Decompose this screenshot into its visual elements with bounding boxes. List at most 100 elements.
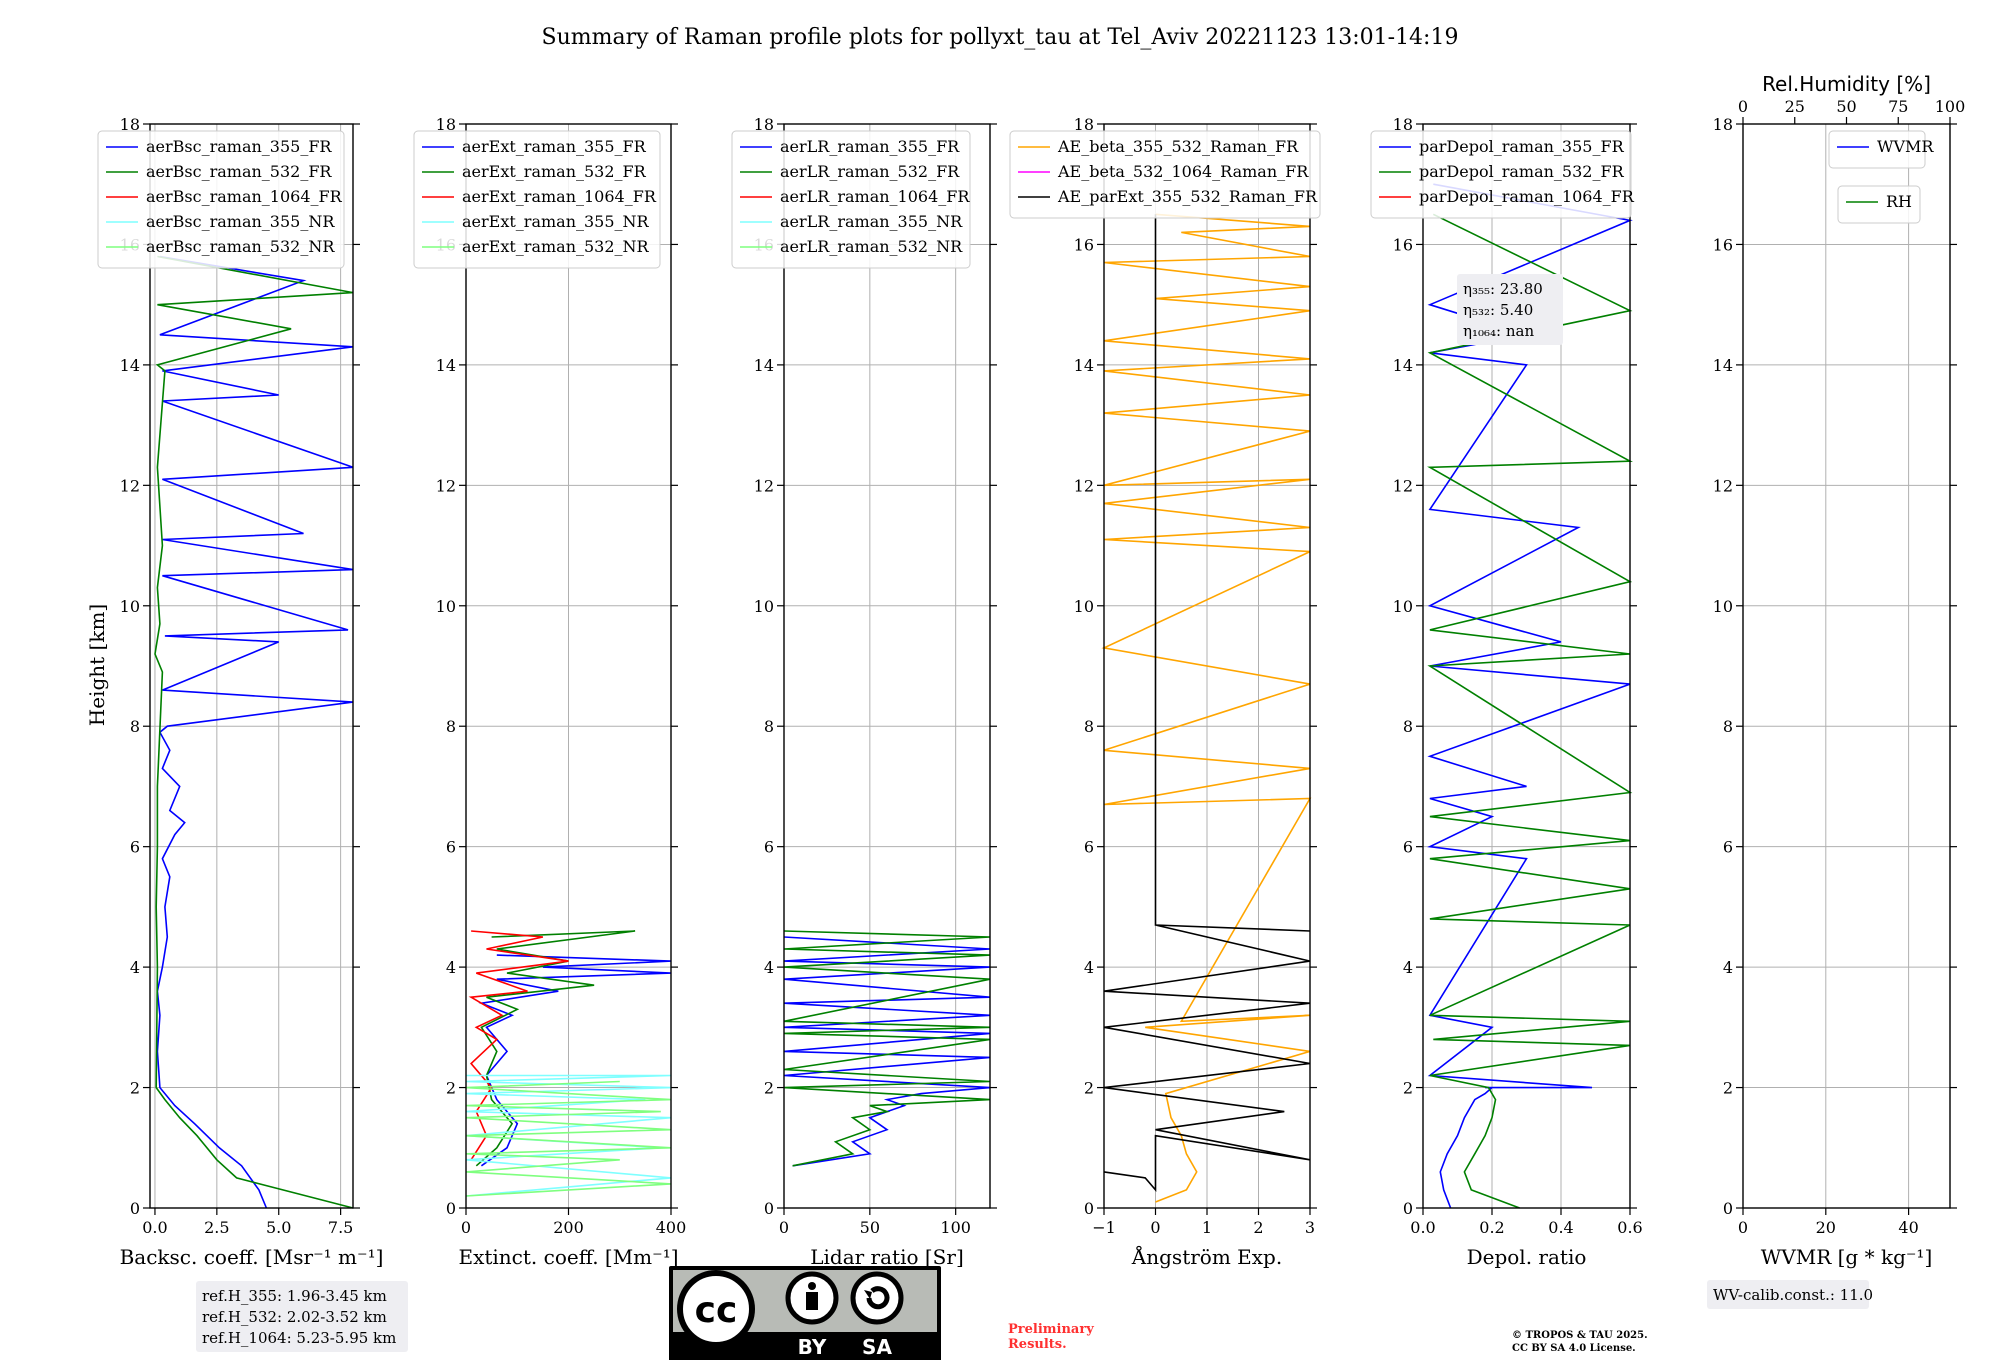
x-tick-label: 0.4 xyxy=(1548,1218,1573,1237)
y-tick-label: 6 xyxy=(1084,838,1094,857)
y-tick-label: 8 xyxy=(1403,717,1413,736)
legend-entry: aerExt_raman_355_FR xyxy=(462,137,647,156)
panel-2: 0200400024681012141618Extinct. coeff. [M… xyxy=(413,115,687,1269)
annotation-box: ref.H_355: 1.96-3.45 km ref.H_532: 2.02-3… xyxy=(196,1281,408,1352)
x-tick-label: 2.5 xyxy=(204,1218,229,1237)
y-tick-label: 2 xyxy=(130,1079,140,1098)
legend-entry: aerBsc_raman_1064_FR xyxy=(146,187,343,206)
legend-entry: aerLR_raman_532_FR xyxy=(780,162,960,181)
legend-entry: aerBsc_raman_532_NR xyxy=(146,237,335,256)
cc-logo-icon xyxy=(677,1270,755,1348)
preliminary-note-line1: Preliminary xyxy=(1008,1322,1094,1337)
legend: aerLR_raman_355_FR aerLR_raman_532_FR aerL… xyxy=(731,130,971,269)
y-tick-label: 12 xyxy=(1074,476,1094,495)
y-tick-label: 18 xyxy=(120,115,140,134)
legend-entry: aerExt_raman_532_NR xyxy=(462,237,650,256)
series-line-aerExt_raman_532_NR xyxy=(465,1080,672,1197)
series-line-parDepol_raman_532_FR xyxy=(1427,213,1633,1209)
panels: 0.02.55.07.5024681012141618Backsc. coeff… xyxy=(97,72,1965,1352)
x-tick-label: 1 xyxy=(1202,1218,1212,1237)
cc-logo-text: cc xyxy=(695,1290,738,1331)
legend-box xyxy=(413,130,661,269)
legend-entry: aerLR_raman_532_NR xyxy=(780,237,963,256)
y-tick-label: 10 xyxy=(1074,597,1094,616)
x-tick-label: −1 xyxy=(1092,1218,1116,1237)
y-tick-label: 0 xyxy=(764,1199,774,1218)
top-x-tick-label: 75 xyxy=(1888,97,1908,116)
y-tick-label: 18 xyxy=(436,115,456,134)
x-axis-label: Lidar ratio [Sr] xyxy=(810,1245,964,1269)
legend-box xyxy=(1828,130,1926,169)
x-tick-label: 100 xyxy=(940,1218,971,1237)
annotation-line: WV-calib.const.: 11.0 xyxy=(1713,1286,1873,1304)
series-line-aerBsc_raman_532_FR xyxy=(154,255,354,1209)
y-tick-label: 8 xyxy=(1723,717,1733,736)
copyright-line2: CC BY SA 4.0 License. xyxy=(1512,1343,1636,1354)
legend-box xyxy=(1009,130,1321,219)
y-tick-label: 0 xyxy=(446,1199,456,1218)
annotation-box: η₃₅₅: 23.80 η₅₃₂: 5.40 η₁₀₆₄: nan xyxy=(1457,274,1563,345)
annotation-line: η₅₃₂: 5.40 xyxy=(1463,301,1533,319)
x-tick-label: 40 xyxy=(1898,1218,1918,1237)
x-tick-label: 400 xyxy=(656,1218,687,1237)
annotation-bg xyxy=(1457,274,1563,345)
x-tick-label: 0 xyxy=(1738,1218,1748,1237)
y-tick-label: 2 xyxy=(1723,1079,1733,1098)
x-tick-label: 0 xyxy=(1150,1218,1160,1237)
legend-entry: aerExt_raman_532_FR xyxy=(462,162,647,181)
series-line-aerBsc_raman_355_FR xyxy=(156,255,354,1209)
y-tick-label: 16 xyxy=(1393,235,1413,254)
y-tick-label: 14 xyxy=(436,356,456,375)
legend-entry: WVMR xyxy=(1877,137,1934,156)
y-tick-label: 14 xyxy=(754,356,774,375)
y-tick-label: 4 xyxy=(1084,958,1094,977)
y-tick-label: 2 xyxy=(1403,1079,1413,1098)
y-tick-label: 6 xyxy=(1403,838,1413,857)
y-tick-label: 4 xyxy=(1723,958,1733,977)
plot-frame xyxy=(465,123,672,1209)
legend-entry: aerBsc_raman_355_FR xyxy=(146,137,332,156)
annotation-bg xyxy=(1707,1280,1869,1309)
y-tick-label: 16 xyxy=(1713,235,1733,254)
y-tick-label: 14 xyxy=(1393,356,1413,375)
y-tick-label: 12 xyxy=(1393,476,1413,495)
x-tick-label: 50 xyxy=(860,1218,880,1237)
legend-entry: aerLR_raman_1064_FR xyxy=(780,187,970,206)
panel-6: 0 20 40 0 2 4 6 8 10 12 14 16 18 WVMR [g * kg⁻¹] 0 25 50… xyxy=(1707,72,1965,1309)
y-tick-label: 6 xyxy=(764,838,774,857)
x-tick-label: 0.0 xyxy=(1410,1218,1435,1237)
x-tick-label: 20 xyxy=(1816,1218,1836,1237)
y-tick-label: 8 xyxy=(764,717,774,736)
x-tick-label: 0.2 xyxy=(1479,1218,1504,1237)
legend-box xyxy=(1837,185,1921,224)
y-tick-label: 0 xyxy=(1084,1199,1094,1218)
y-tick-label: 10 xyxy=(436,597,456,616)
y-tick-label: 2 xyxy=(1084,1079,1094,1098)
y-tick-label: 18 xyxy=(1393,115,1413,134)
y-tick-label: 4 xyxy=(130,958,140,977)
legend-entry: parDepol_raman_532_FR xyxy=(1419,162,1625,181)
panel-3: 050100024681012141618Lidar ratio [Sr]aer… xyxy=(731,115,997,1269)
x-tick-label: 3 xyxy=(1305,1218,1315,1237)
top-x-tick-label: 25 xyxy=(1785,97,1805,116)
legend-entry: parDepol_raman_1064_FR xyxy=(1419,187,1635,206)
y-tick-label: 8 xyxy=(1084,717,1094,736)
y-tick-label: 14 xyxy=(120,356,140,375)
legend-entry: aerExt_raman_355_NR xyxy=(462,212,650,231)
legend: WVMR xyxy=(1828,130,1934,169)
y-tick-label: 16 xyxy=(1074,235,1094,254)
legend-entry: aerExt_raman_1064_FR xyxy=(462,187,657,206)
series-line-aerLR_raman_355_FR xyxy=(783,936,991,1167)
annotation-bg xyxy=(196,1281,408,1352)
cc-license-badge: cc BY SA xyxy=(669,1266,941,1360)
y-tick-label: 4 xyxy=(764,958,774,977)
y-tick-label: 18 xyxy=(1074,115,1094,134)
x-tick-label: 0.6 xyxy=(1617,1218,1642,1237)
y-tick-label: 10 xyxy=(754,597,774,616)
panel-5: 0.0 0.2 0.4 0.6 0 2 4 6 8 10 12 14 16 18 Depol. ratio p… xyxy=(1370,115,1643,1269)
legend-entry: parDepol_raman_355_FR xyxy=(1419,137,1625,156)
annotation-line: ref.H_355: 1.96-3.45 km xyxy=(202,1287,387,1305)
y-tick-label: 4 xyxy=(1403,958,1413,977)
y-tick-label: 0 xyxy=(1403,1199,1413,1218)
